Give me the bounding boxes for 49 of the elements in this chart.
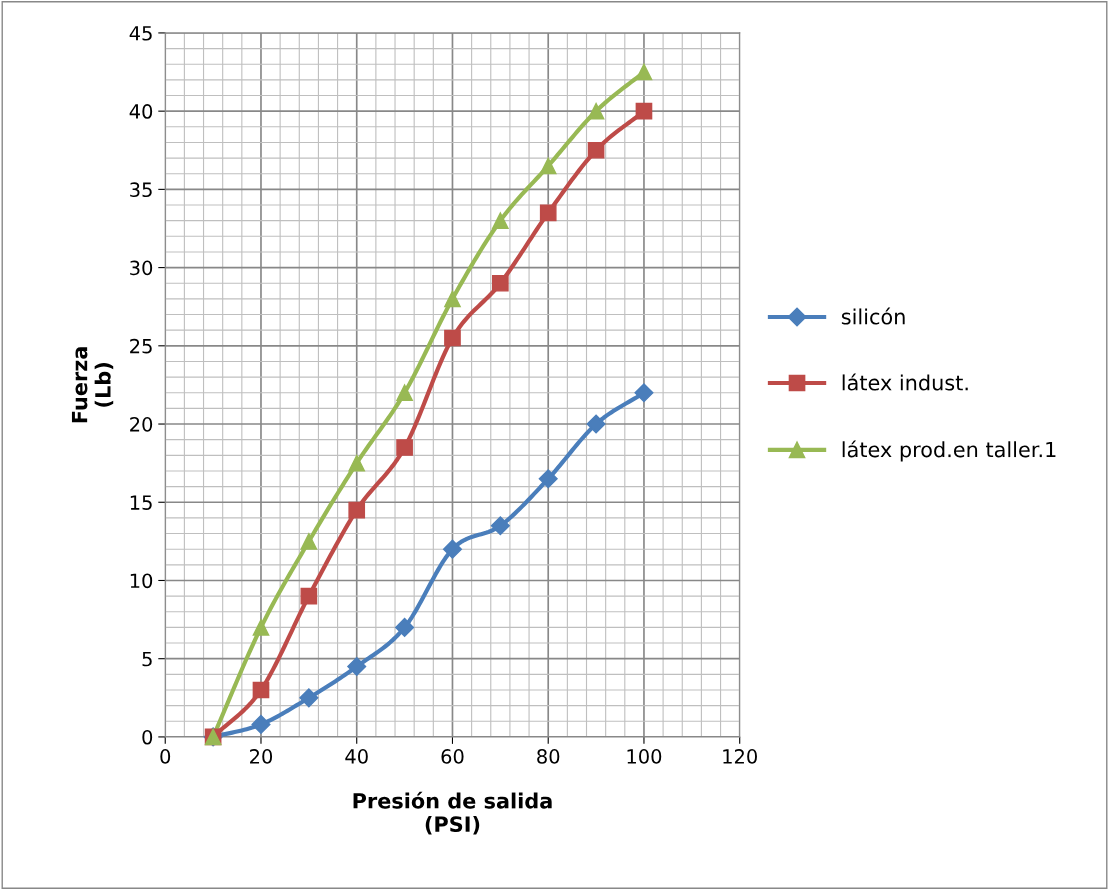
y-tick-label: 40 (129, 104, 153, 119)
point (635, 63, 653, 81)
x-tick-label: 0 (160, 749, 171, 764)
point (492, 274, 509, 292)
point (444, 290, 461, 308)
point (539, 204, 557, 222)
point (586, 414, 606, 434)
y-tick-label: 10 (130, 573, 153, 589)
point (587, 102, 605, 120)
point (587, 141, 605, 159)
y-tick-label: 35 (130, 182, 152, 198)
x-tick-label: 100 (627, 749, 662, 764)
point (300, 587, 318, 605)
point (539, 157, 557, 175)
point (348, 501, 366, 519)
point (490, 516, 510, 536)
x-tick-label: 20 (250, 749, 273, 764)
point (538, 469, 558, 489)
point (252, 619, 270, 636)
point (347, 656, 367, 677)
point (299, 688, 319, 708)
legend-label: látex prod.en taller.1 (842, 440, 1056, 462)
point (444, 329, 461, 347)
x-axis-title: Presión de salida (PSI) (353, 791, 552, 835)
y-tick-label: 30 (130, 260, 153, 276)
point (635, 102, 653, 120)
point (396, 439, 413, 456)
point (634, 383, 654, 403)
legend-label: silicón (841, 307, 905, 325)
point (442, 539, 463, 559)
legend-label: látex indust. (842, 373, 968, 391)
y-tick-label: 15 (130, 495, 152, 510)
point (396, 384, 413, 402)
point (252, 681, 270, 699)
y-tick-label: 0 (142, 729, 153, 745)
point (395, 617, 415, 637)
y-tick-label: 5 (142, 651, 152, 667)
point (300, 533, 318, 550)
x-tick-label: 80 (537, 749, 560, 764)
y-tick-label: 25 (130, 338, 152, 354)
x-tick-label: 40 (345, 749, 368, 764)
y-axis-title: Fuerza (Lb) (71, 347, 114, 423)
y-tick-label: 45 (129, 26, 152, 41)
x-tick-label: 60 (441, 749, 464, 764)
point (492, 212, 509, 229)
y-tick-label: 20 (130, 416, 153, 432)
x-tick-label: 120 (723, 749, 757, 764)
point (348, 454, 366, 472)
point (251, 714, 271, 734)
